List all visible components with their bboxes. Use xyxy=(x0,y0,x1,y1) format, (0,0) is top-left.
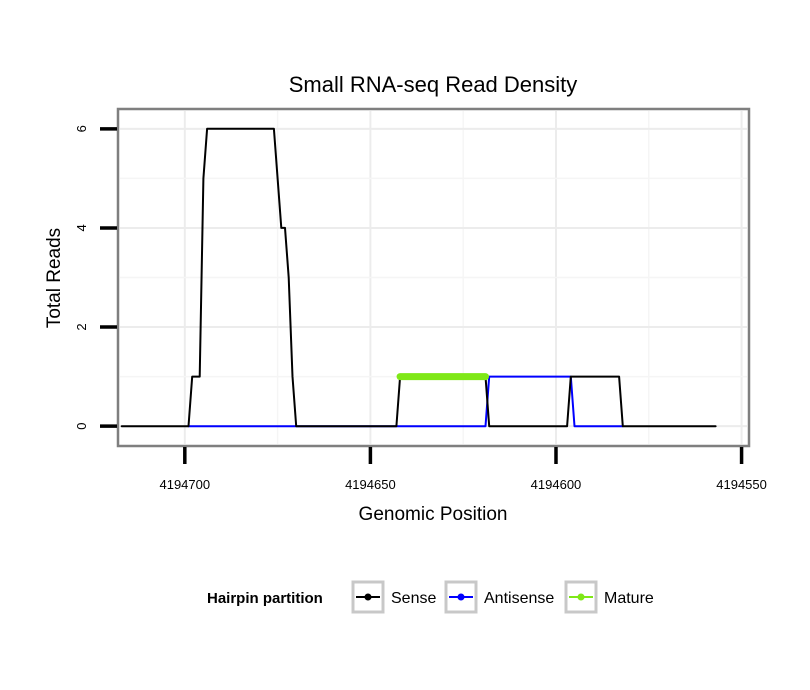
legend-label-sense: Sense xyxy=(391,590,436,607)
chart-title: Small RNA-seq Read Density xyxy=(289,72,578,97)
x-tick-label: 4194650 xyxy=(345,477,396,492)
y-tick-label: 2 xyxy=(74,323,89,330)
legend-title: Hairpin partition xyxy=(207,590,323,607)
legend-label-mature: Mature xyxy=(604,590,654,607)
x-tick-label: 4194700 xyxy=(159,477,210,492)
y-axis-title: Total Reads xyxy=(44,228,65,328)
legend: Hairpin partition Sense Antisense Mature xyxy=(207,580,654,614)
legend-label-antisense: Antisense xyxy=(484,590,554,607)
y-tick-label: 0 xyxy=(74,423,89,430)
y-tick-label: 6 xyxy=(74,125,89,132)
legend-key-point xyxy=(364,593,372,601)
axes: 4194700 4194650 4194600 4194550 0 2 4 6 xyxy=(74,125,767,492)
y-tick-label: 4 xyxy=(74,224,89,231)
x-axis-title: Genomic Position xyxy=(359,504,508,525)
series-sense-line xyxy=(120,127,717,428)
legend-key-point xyxy=(577,593,585,601)
x-tick-label: 4194550 xyxy=(716,477,767,492)
data-lines xyxy=(120,127,717,428)
x-tick-label: 4194600 xyxy=(531,477,582,492)
legend-key-point xyxy=(457,593,465,601)
series-antisense-line xyxy=(187,375,624,428)
